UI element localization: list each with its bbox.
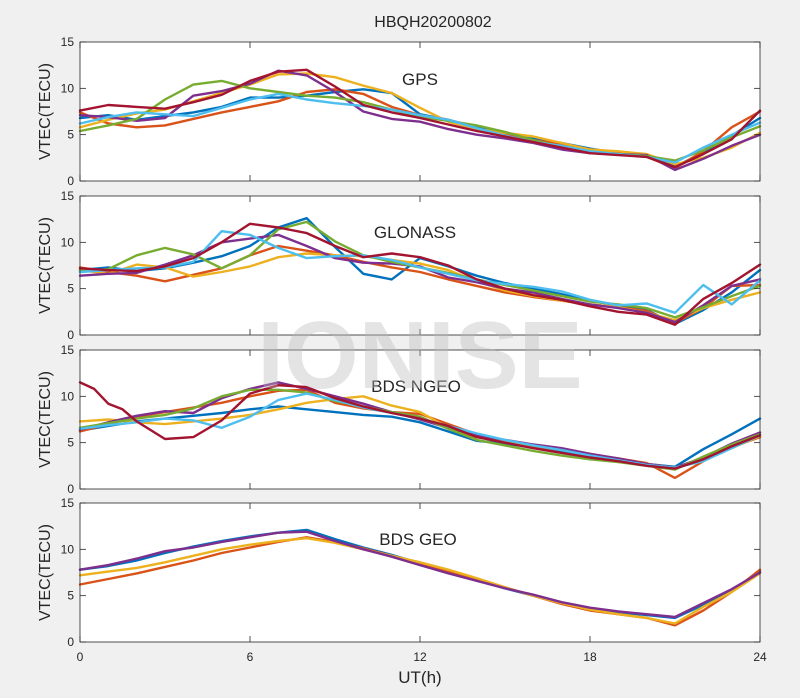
subplot-panels: 0 5 10 15 VTEC(TECU) GPS 0 5 10 15 VTEC(TECU) GLONA… — [37, 35, 767, 664]
x-tick-label: 0 — [77, 650, 84, 664]
y-axis-label: VTEC(TECU) — [37, 217, 54, 314]
series-line-6 — [78, 68, 762, 169]
y-tick-label: 10 — [61, 389, 75, 403]
y-tick-label: 5 — [67, 589, 74, 603]
y-tick-label: 5 — [67, 282, 74, 296]
y-tick-label: 5 — [67, 128, 74, 142]
y-tick-label: 10 — [61, 542, 75, 556]
y-tick-label: 0 — [67, 328, 74, 342]
y-tick-label: 15 — [61, 35, 75, 49]
x-axis-label: UT(h) — [398, 668, 441, 687]
y-axis-label: VTEC(TECU) — [37, 63, 54, 160]
y-tick-label: 0 — [67, 482, 74, 496]
panel-label: BDS NGEO — [371, 377, 461, 396]
series-line-2 — [78, 537, 762, 625]
series-line-5 — [78, 230, 762, 314]
y-tick-label: 0 — [67, 174, 74, 188]
y-tick-label: 10 — [61, 235, 75, 249]
panel-1: 0 5 10 15 VTEC(TECU) GLONASS — [37, 189, 762, 342]
series-line-6 — [78, 381, 762, 470]
y-tick-label: 15 — [61, 496, 75, 510]
y-tick-label: 0 — [67, 635, 74, 649]
x-tick-label: 24 — [753, 650, 767, 664]
y-axis-label: VTEC(TECU) — [37, 524, 54, 621]
panel-label: GPS — [402, 70, 438, 89]
y-tick-label: 10 — [61, 81, 75, 95]
panel-0: 0 5 10 15 VTEC(TECU) GPS — [37, 35, 762, 188]
panel-label: BDS GEO — [379, 530, 456, 549]
series-line-1 — [78, 244, 762, 325]
panel-3: 0 5 10 15 0 6 12 18 24 VTEC(TECU) BDS GEO — [37, 496, 767, 664]
x-tick-label: 12 — [413, 650, 427, 664]
y-axis-label: VTEC(TECU) — [37, 371, 54, 468]
y-tick-label: 5 — [67, 436, 74, 450]
x-tick-label: 18 — [583, 650, 597, 664]
series-line-3 — [78, 530, 762, 619]
y-tick-label: 15 — [61, 343, 75, 357]
series-line-6 — [78, 222, 762, 326]
panel-label: GLONASS — [374, 223, 456, 242]
ionise-watermark: IONISE — [257, 302, 582, 409]
x-tick-label: 6 — [247, 650, 254, 664]
panel-2: 0 5 10 15 VTEC(TECU) BDS NGEO — [37, 343, 762, 496]
y-tick-label: 15 — [61, 189, 75, 203]
figure-title: HBQH20200802 — [374, 14, 492, 31]
